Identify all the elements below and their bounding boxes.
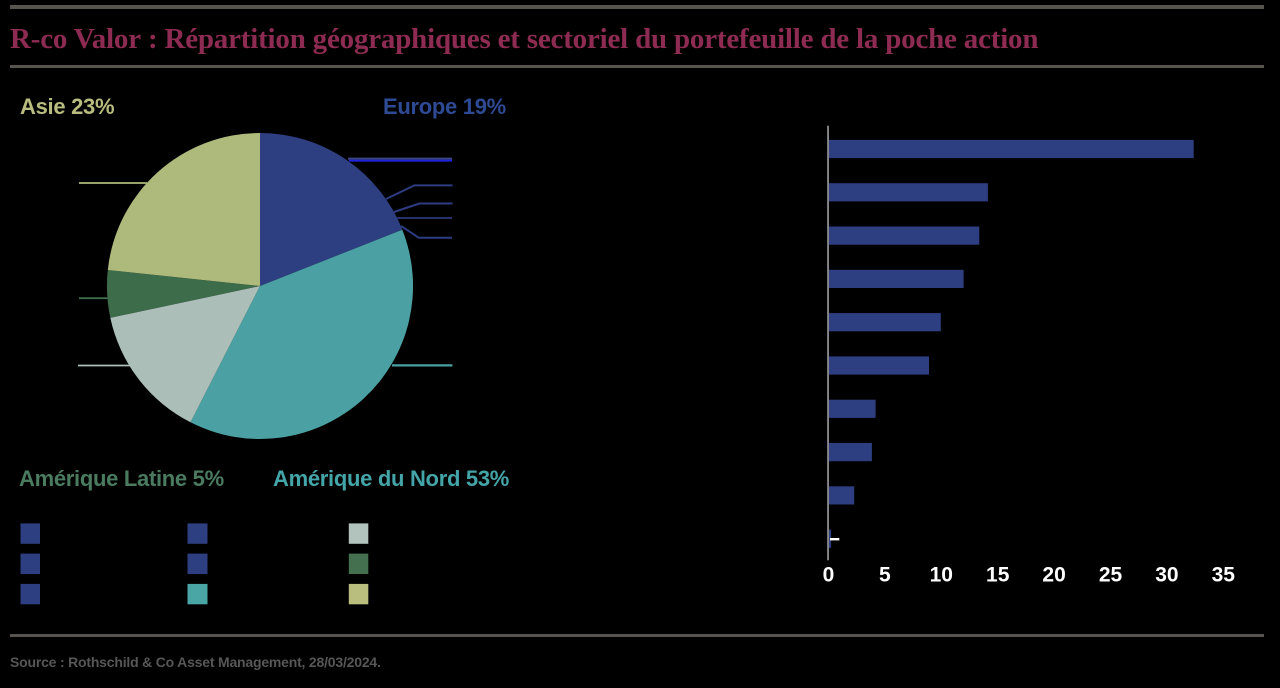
- svg-text:10: 10: [930, 564, 953, 587]
- svg-text:35: 35: [1212, 564, 1236, 587]
- svg-text:5: 5: [879, 564, 891, 587]
- svg-text:25: 25: [1099, 564, 1123, 587]
- svg-text:15: 15: [986, 564, 1010, 587]
- svg-text:0: 0: [823, 564, 835, 587]
- svg-text:30: 30: [1155, 564, 1178, 587]
- svg-text:20: 20: [1042, 564, 1065, 587]
